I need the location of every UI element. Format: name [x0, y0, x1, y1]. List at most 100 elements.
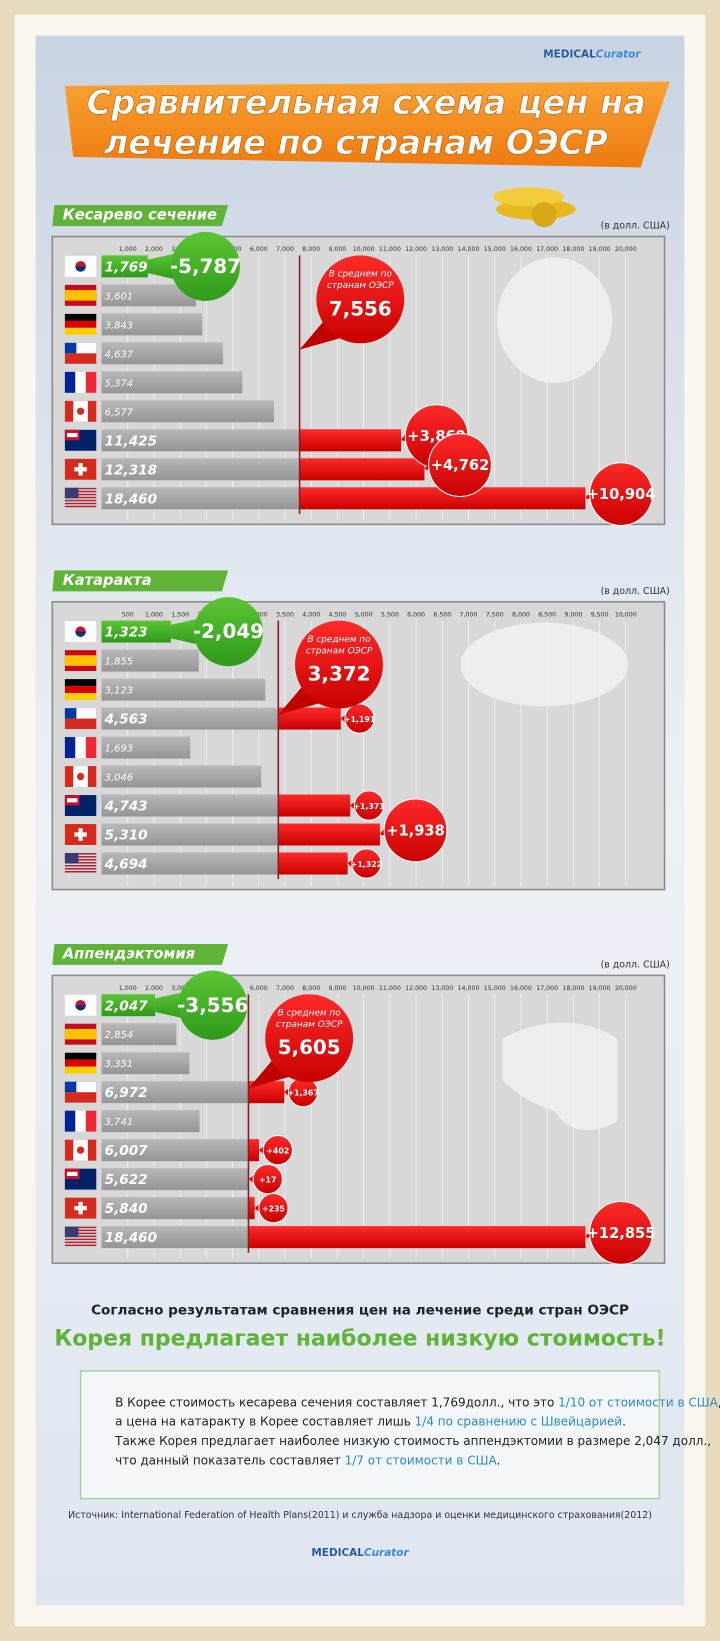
difference-label: +235 [262, 1205, 285, 1214]
difference-label: +4,762 [431, 457, 490, 474]
x-tick-label: 4,000 [302, 611, 320, 618]
x-tick-label: 6,000 [250, 246, 268, 253]
flag-part [64, 1226, 79, 1238]
x-tick-label: 5,500 [381, 611, 399, 618]
x-tick-label: 6,000 [250, 985, 268, 992]
flag-part [85, 371, 97, 393]
flag-part [64, 1110, 76, 1132]
difference-label: -3,556 [177, 994, 248, 1017]
summary-line: а цена на катаракту в Корее составляет л… [115, 1414, 626, 1428]
excess-bar [278, 707, 341, 730]
value-label: 1,855 [105, 657, 133, 668]
summary-text: В Корее стоимость кесарева сечения соста… [115, 1395, 558, 1409]
flag [64, 1226, 97, 1247]
value-label: 1,769 [105, 259, 148, 275]
bar [101, 994, 156, 1017]
flag [64, 1197, 97, 1219]
flag-part [64, 1081, 77, 1093]
unit-label: (в долл. США) [601, 959, 670, 970]
intestine-icon [502, 1022, 618, 1131]
difference-bubble [170, 231, 240, 301]
flag-part [64, 693, 97, 701]
flag-part [64, 493, 97, 496]
unit-label: (в долл. США) [601, 586, 670, 597]
x-tick-label: 7,000 [460, 611, 478, 618]
flag-part [64, 320, 97, 328]
bar [101, 255, 148, 278]
flag [64, 371, 97, 393]
value-label: 2,854 [105, 1030, 133, 1041]
difference-bubble [193, 597, 263, 667]
x-tick-label: 1,000 [119, 985, 137, 992]
flag-part [64, 737, 76, 759]
summary-text: , [718, 1395, 720, 1409]
value-label: 4,563 [104, 712, 148, 728]
flag [64, 1110, 97, 1132]
bar [101, 1110, 200, 1133]
flag [64, 795, 97, 816]
flag-part [76, 772, 85, 781]
value-label: 5,374 [105, 378, 133, 389]
excess-bar [299, 487, 586, 510]
summary-text: . [622, 1414, 626, 1428]
x-tick-label: 8,000 [512, 611, 530, 618]
summary-text: а цена на катаракту в Корее составляет л… [115, 1414, 415, 1428]
value-label: 5,310 [105, 828, 148, 844]
value-label: 3,601 [105, 291, 133, 302]
flag-part [75, 737, 86, 759]
x-tick-label: 500 [122, 611, 134, 618]
value-label: 5,840 [105, 1201, 148, 1217]
logo-part: MEDICAL [311, 1547, 364, 1559]
x-tick-label: 17,000 [536, 246, 558, 253]
flag [64, 400, 97, 422]
flag-part [76, 1146, 85, 1154]
flag-part [64, 1241, 97, 1244]
flag-part [64, 371, 76, 393]
flag [64, 1168, 97, 1190]
difference-label: +17 [259, 1176, 276, 1185]
section-tag [52, 570, 229, 592]
flag-part [64, 865, 97, 867]
title-line: Сравнительная схема цен на [87, 83, 646, 122]
difference-bubble-tail [147, 253, 177, 280]
x-tick-label: 20,000 [615, 246, 637, 253]
x-tick-label: 9,000 [328, 246, 346, 253]
flag [64, 766, 97, 788]
flag [64, 284, 97, 306]
x-tick-label: 13,000 [431, 246, 453, 253]
excess-bar [248, 1226, 586, 1249]
value-label: 3,046 [105, 773, 133, 784]
section-tag [52, 205, 229, 227]
flag-part [64, 859, 97, 861]
value-label: 2,047 [105, 998, 149, 1014]
x-tick-label: 16,000 [510, 246, 532, 253]
flag-part [66, 1171, 78, 1176]
value-label: 18,460 [105, 491, 157, 507]
logo: MEDICALCurator [543, 48, 641, 60]
summary-text: Также Корея предлагает наиболее низкую с… [114, 1434, 711, 1448]
section-tag [52, 943, 229, 965]
summary-text: 1/10 от стоимости в США [558, 1395, 719, 1409]
flag [64, 429, 97, 451]
average-label: 3,372 [308, 663, 371, 686]
flag-part [75, 1005, 86, 1011]
value-label: 6,007 [105, 1143, 149, 1159]
x-tick-label: 8,000 [302, 985, 320, 992]
flag-part [64, 853, 97, 855]
x-tick-label: 3,500 [276, 611, 294, 618]
flag-part [66, 798, 78, 803]
difference-bubble [178, 970, 248, 1040]
title-line: лечение по странам ОЭСР [104, 123, 609, 162]
flag-part [64, 290, 97, 301]
flag [64, 1139, 97, 1161]
flag-part [64, 342, 77, 354]
bar [101, 649, 199, 672]
bar [101, 313, 203, 336]
coins [492, 187, 576, 228]
summary-text: что данный показатель составляет [115, 1453, 344, 1467]
excess-bar [278, 794, 351, 817]
flag [64, 458, 97, 480]
difference-bubble [351, 848, 382, 879]
flag-part [64, 856, 97, 858]
source: Источник: International Federation of He… [68, 1510, 652, 1521]
